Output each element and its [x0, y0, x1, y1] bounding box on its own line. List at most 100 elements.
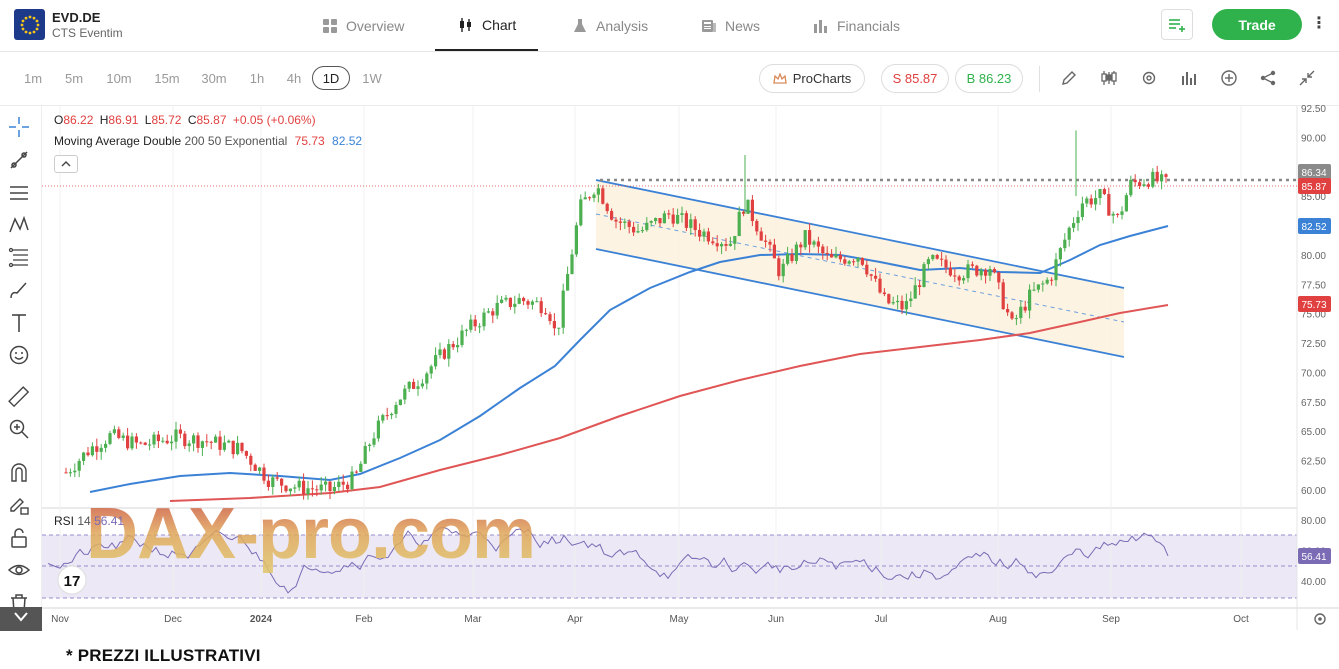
candle-body [689, 219, 693, 228]
procharts-button[interactable]: ProCharts [759, 64, 865, 93]
candle-body [350, 471, 354, 490]
timeframe-10m[interactable]: 10m [106, 70, 132, 86]
price-tick-label: 70.00 [1301, 368, 1326, 379]
zoom-in-icon[interactable] [8, 418, 30, 440]
candle-body [610, 211, 614, 220]
pattern-icon[interactable] [8, 214, 30, 236]
candle-body [772, 244, 776, 259]
share-icon[interactable] [1259, 69, 1277, 87]
tradingview-logo: 17 [57, 565, 87, 595]
candle-body [222, 442, 226, 450]
candle-body [891, 302, 895, 304]
tab-analysis[interactable]: Analysis [572, 0, 648, 51]
candle-body [425, 373, 429, 384]
footnote-disclaimer: * PREZZI ILLUSTRATIVI [66, 646, 261, 665]
eye-icon[interactable] [8, 559, 30, 581]
rsi-legend: RSI 14 56.41 [54, 514, 124, 528]
ruler-icon[interactable] [8, 386, 30, 408]
candle-body [786, 254, 790, 264]
collapse-icon[interactable] [1298, 69, 1316, 87]
timeframe-1d[interactable]: 1D [312, 66, 350, 90]
draw-lock-icon[interactable] [8, 494, 30, 516]
timeframe-5m[interactable]: 5m [64, 70, 84, 86]
price-badge [1298, 218, 1331, 234]
candle-body [539, 301, 543, 314]
timeframe-1w[interactable]: 1W [362, 70, 382, 86]
indicators-icon[interactable] [1180, 69, 1198, 87]
price-tick-label: 90.00 [1301, 133, 1326, 144]
trendline-icon[interactable] [8, 149, 30, 171]
candle-body [896, 300, 900, 303]
bar-chart-icon [814, 19, 827, 33]
time-tick-label: Dec [164, 614, 182, 625]
time-tick-label: Mar [464, 614, 482, 625]
unlock-icon[interactable] [8, 527, 30, 549]
trade-button[interactable]: Trade [1212, 9, 1302, 40]
candle-body [583, 197, 587, 200]
indicator-legend[interactable]: Moving Average Double 200 50 Exponential… [54, 134, 362, 148]
candle-body [104, 443, 108, 448]
candle-body [346, 484, 350, 490]
high-value: 86.91 [108, 113, 139, 127]
collapse-legend-button[interactable] [54, 155, 78, 173]
candle-body [1160, 174, 1164, 182]
tab-financials[interactable]: Financials [813, 0, 900, 51]
candle-body [654, 218, 658, 222]
sell-price-button[interactable]: S 85.87 [881, 64, 949, 93]
candle-body [592, 194, 596, 198]
crosshair-icon[interactable] [8, 116, 30, 138]
candles-group [64, 130, 1168, 500]
candle-body [1019, 306, 1023, 319]
emoji-icon[interactable] [8, 344, 30, 366]
more-menu-icon[interactable]: ⋮ [1311, 15, 1327, 32]
chevron-down-icon [14, 612, 28, 622]
candle-body [77, 460, 81, 471]
candle-body [737, 211, 741, 237]
timeframe-30m[interactable]: 30m [201, 70, 227, 86]
timeframe-1m[interactable]: 1m [23, 70, 43, 86]
candles-icon[interactable] [1100, 69, 1118, 87]
candle-body [1054, 259, 1058, 281]
tab-chart[interactable]: Chart [435, 0, 538, 51]
text-tool-icon[interactable] [8, 312, 30, 334]
fibonacci-icon[interactable] [8, 246, 30, 268]
candle-body [170, 441, 174, 444]
time-tick-label: May [670, 614, 689, 625]
price-chart[interactable]: DAX-pro.com 17 92.5090.0087.5085.0082.50… [0, 0, 1339, 640]
candle-body [1080, 203, 1084, 218]
candle-body [627, 221, 631, 227]
candle-body [623, 221, 627, 223]
candle-body [152, 434, 156, 445]
candle-body [755, 221, 759, 232]
buy-price-button[interactable]: B 86.23 [955, 64, 1023, 93]
channel-middle-line [595, 213, 1125, 323]
candle-body [825, 253, 829, 255]
brush-icon[interactable] [8, 279, 30, 301]
settings-gear-icon[interactable] [1140, 69, 1158, 87]
candle-body [192, 435, 196, 444]
candle-body [808, 230, 812, 245]
tab-overview[interactable]: Overview [322, 0, 404, 51]
timeframe-4h[interactable]: 4h [286, 70, 302, 86]
add-circle-icon[interactable] [1220, 69, 1238, 87]
chart-settings-icon[interactable] [1314, 613, 1326, 625]
candle-body [293, 487, 297, 489]
watchlist-add-button[interactable] [1161, 9, 1193, 40]
candle-body [847, 261, 851, 264]
pencil-icon[interactable] [1060, 69, 1078, 87]
tab-overview-label: Overview [346, 17, 405, 34]
candle-body [451, 344, 455, 348]
timeframe-15m[interactable]: 15m [154, 70, 180, 86]
magnet-icon[interactable] [8, 462, 30, 484]
horizontal-lines-icon[interactable] [8, 182, 30, 204]
candle-body [372, 438, 376, 445]
top-navigation-bar: EVD.DE CTS Eventim Overview Chart Analys… [0, 0, 1339, 52]
time-tick-label: Nov [51, 614, 69, 625]
candle-body [614, 219, 618, 222]
candle-body [218, 436, 222, 450]
timeframe-1h[interactable]: 1h [249, 70, 265, 86]
candle-body [196, 435, 200, 448]
price-tick-label: 65.00 [1301, 427, 1326, 438]
candle-body [271, 477, 275, 487]
tab-news[interactable]: News [701, 0, 760, 51]
